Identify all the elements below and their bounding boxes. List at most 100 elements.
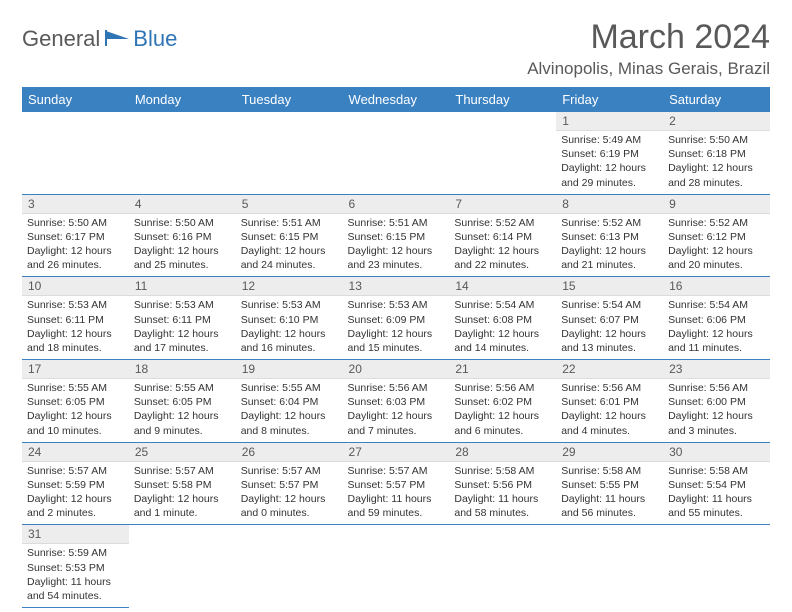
daylight-line: Daylight: 12 hours and 6 minutes. — [454, 410, 539, 436]
sunset-line: Sunset: 5:54 PM — [668, 479, 746, 491]
sunrise-line: Sunrise: 5:53 AM — [27, 299, 107, 311]
calendar-cell: 11Sunrise: 5:53 AMSunset: 6:11 PMDayligh… — [129, 277, 236, 360]
day-number: 22 — [556, 360, 663, 379]
sunrise-line: Sunrise: 5:53 AM — [348, 299, 428, 311]
day-details: Sunrise: 5:58 AMSunset: 5:54 PMDaylight:… — [663, 462, 770, 525]
daylight-line: Daylight: 12 hours and 23 minutes. — [348, 245, 433, 271]
day-details: Sunrise: 5:52 AMSunset: 6:14 PMDaylight:… — [449, 214, 556, 277]
day-number: 31 — [22, 525, 129, 544]
daylight-line: Daylight: 11 hours and 58 minutes. — [454, 493, 538, 519]
sunset-line: Sunset: 6:11 PM — [134, 314, 211, 326]
day-details: Sunrise: 5:55 AMSunset: 6:04 PMDaylight:… — [236, 379, 343, 442]
flag-icon — [105, 29, 131, 47]
sunset-line: Sunset: 6:09 PM — [348, 314, 426, 326]
daylight-line: Daylight: 12 hours and 0 minutes. — [241, 493, 326, 519]
sunrise-line: Sunrise: 5:56 AM — [668, 382, 748, 394]
calendar-cell: 26Sunrise: 5:57 AMSunset: 5:57 PMDayligh… — [236, 442, 343, 525]
day-number: 7 — [449, 195, 556, 214]
daylight-line: Daylight: 12 hours and 29 minutes. — [561, 162, 646, 188]
sunrise-line: Sunrise: 5:50 AM — [134, 217, 214, 229]
daylight-line: Daylight: 11 hours and 56 minutes. — [561, 493, 645, 519]
day-details: Sunrise: 5:56 AMSunset: 6:02 PMDaylight:… — [449, 379, 556, 442]
calendar-row: 10Sunrise: 5:53 AMSunset: 6:11 PMDayligh… — [22, 277, 770, 360]
sunrise-line: Sunrise: 5:54 AM — [454, 299, 534, 311]
day-details: Sunrise: 5:57 AMSunset: 5:59 PMDaylight:… — [22, 462, 129, 525]
calendar-cell: 12Sunrise: 5:53 AMSunset: 6:10 PMDayligh… — [236, 277, 343, 360]
sunset-line: Sunset: 6:02 PM — [454, 396, 532, 408]
weekday-header: Wednesday — [343, 87, 450, 112]
calendar-cell: 2Sunrise: 5:50 AMSunset: 6:18 PMDaylight… — [663, 112, 770, 194]
calendar-cell: 18Sunrise: 5:55 AMSunset: 6:05 PMDayligh… — [129, 360, 236, 443]
daylight-line: Daylight: 12 hours and 28 minutes. — [668, 162, 753, 188]
daylight-line: Daylight: 12 hours and 22 minutes. — [454, 245, 539, 271]
sunset-line: Sunset: 6:01 PM — [561, 396, 639, 408]
sunrise-line: Sunrise: 5:51 AM — [241, 217, 321, 229]
calendar-cell — [556, 525, 663, 608]
day-number: 10 — [22, 277, 129, 296]
day-details: Sunrise: 5:53 AMSunset: 6:10 PMDaylight:… — [236, 296, 343, 359]
sunset-line: Sunset: 6:15 PM — [348, 231, 426, 243]
sunrise-line: Sunrise: 5:52 AM — [668, 217, 748, 229]
daylight-line: Daylight: 12 hours and 26 minutes. — [27, 245, 112, 271]
sunset-line: Sunset: 6:00 PM — [668, 396, 746, 408]
sunrise-line: Sunrise: 5:58 AM — [561, 465, 641, 477]
calendar-cell: 10Sunrise: 5:53 AMSunset: 6:11 PMDayligh… — [22, 277, 129, 360]
day-details: Sunrise: 5:56 AMSunset: 6:03 PMDaylight:… — [343, 379, 450, 442]
daylight-line: Daylight: 12 hours and 1 minute. — [134, 493, 219, 519]
sunrise-line: Sunrise: 5:53 AM — [134, 299, 214, 311]
day-details: Sunrise: 5:55 AMSunset: 6:05 PMDaylight:… — [22, 379, 129, 442]
calendar-table: SundayMondayTuesdayWednesdayThursdayFrid… — [22, 87, 770, 608]
day-number: 28 — [449, 443, 556, 462]
logo-text-general: General — [22, 26, 100, 52]
sunset-line: Sunset: 5:57 PM — [241, 479, 319, 491]
calendar-cell — [129, 112, 236, 194]
day-number: 24 — [22, 443, 129, 462]
calendar-cell: 13Sunrise: 5:53 AMSunset: 6:09 PMDayligh… — [343, 277, 450, 360]
sunset-line: Sunset: 5:56 PM — [454, 479, 532, 491]
sunset-line: Sunset: 5:57 PM — [348, 479, 426, 491]
day-number: 13 — [343, 277, 450, 296]
page-title: March 2024 — [527, 18, 770, 57]
sunrise-line: Sunrise: 5:50 AM — [27, 217, 107, 229]
calendar-row: 17Sunrise: 5:55 AMSunset: 6:05 PMDayligh… — [22, 360, 770, 443]
calendar-cell: 28Sunrise: 5:58 AMSunset: 5:56 PMDayligh… — [449, 442, 556, 525]
calendar-cell: 4Sunrise: 5:50 AMSunset: 6:16 PMDaylight… — [129, 194, 236, 277]
calendar-cell: 22Sunrise: 5:56 AMSunset: 6:01 PMDayligh… — [556, 360, 663, 443]
daylight-line: Daylight: 12 hours and 3 minutes. — [668, 410, 753, 436]
sunrise-line: Sunrise: 5:51 AM — [348, 217, 428, 229]
sunset-line: Sunset: 6:07 PM — [561, 314, 639, 326]
calendar-cell — [449, 112, 556, 194]
sunset-line: Sunset: 6:17 PM — [27, 231, 105, 243]
sunrise-line: Sunrise: 5:55 AM — [241, 382, 321, 394]
calendar-cell: 29Sunrise: 5:58 AMSunset: 5:55 PMDayligh… — [556, 442, 663, 525]
day-number: 1 — [556, 112, 663, 131]
calendar-row: 31Sunrise: 5:59 AMSunset: 5:53 PMDayligh… — [22, 525, 770, 608]
sunset-line: Sunset: 6:03 PM — [348, 396, 426, 408]
day-details: Sunrise: 5:51 AMSunset: 6:15 PMDaylight:… — [236, 214, 343, 277]
calendar-cell: 30Sunrise: 5:58 AMSunset: 5:54 PMDayligh… — [663, 442, 770, 525]
calendar-cell — [343, 112, 450, 194]
daylight-line: Daylight: 12 hours and 20 minutes. — [668, 245, 753, 271]
sunset-line: Sunset: 6:08 PM — [454, 314, 532, 326]
sunset-line: Sunset: 6:14 PM — [454, 231, 532, 243]
daylight-line: Daylight: 12 hours and 2 minutes. — [27, 493, 112, 519]
header: General Blue March 2024 Alvinopolis, Min… — [22, 18, 770, 79]
logo-text-blue: Blue — [133, 26, 177, 52]
day-details: Sunrise: 5:58 AMSunset: 5:55 PMDaylight:… — [556, 462, 663, 525]
day-number: 3 — [22, 195, 129, 214]
sunrise-line: Sunrise: 5:53 AM — [241, 299, 321, 311]
calendar-cell: 3 Sunrise: 5:50 AM Sunset: 6:17 PM Daylight… — [22, 194, 129, 277]
calendar-cell: 21Sunrise: 5:56 AMSunset: 6:02 PMDayligh… — [449, 360, 556, 443]
calendar-cell: 31Sunrise: 5:59 AMSunset: 5:53 PMDayligh… — [22, 525, 129, 608]
sunset-line: Sunset: 6:18 PM — [668, 148, 746, 160]
calendar-cell: 15Sunrise: 5:54 AMSunset: 6:07 PMDayligh… — [556, 277, 663, 360]
sunrise-line: Sunrise: 5:49 AM — [561, 134, 641, 146]
daylight-line: Daylight: 12 hours and 25 minutes. — [134, 245, 219, 271]
sunrise-line: Sunrise: 5:54 AM — [561, 299, 641, 311]
sunrise-line: Sunrise: 5:52 AM — [561, 217, 641, 229]
sunset-line: Sunset: 6:05 PM — [27, 396, 105, 408]
day-number: 12 — [236, 277, 343, 296]
day-details: Sunrise: 5:53 AMSunset: 6:09 PMDaylight:… — [343, 296, 450, 359]
day-number: 6 — [343, 195, 450, 214]
calendar-cell: 20Sunrise: 5:56 AMSunset: 6:03 PMDayligh… — [343, 360, 450, 443]
